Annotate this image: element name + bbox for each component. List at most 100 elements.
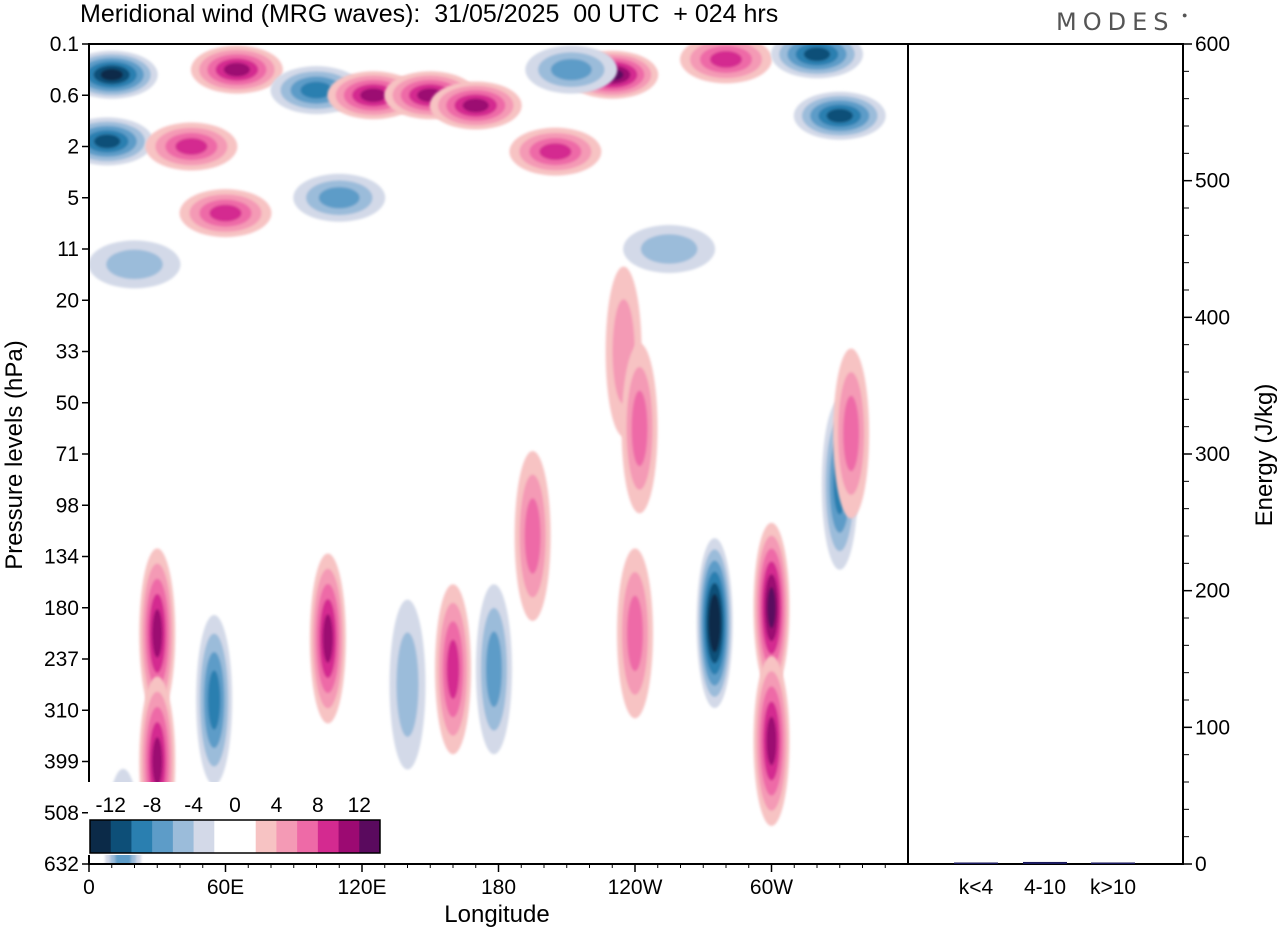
energy-category-label: k>10	[1090, 876, 1136, 899]
colorbar: -12 -8 -4 0 4 8 12	[88, 782, 382, 855]
positive-anomaly	[753, 656, 790, 826]
contour-level	[485, 631, 502, 708]
negative-anomaly	[89, 117, 154, 166]
contour-level	[843, 395, 860, 472]
contour-level	[100, 68, 123, 81]
contour-level	[631, 390, 648, 467]
y-tick-label: 0.1	[50, 33, 79, 56]
contour-level	[322, 614, 334, 663]
contour-level	[710, 51, 742, 68]
positive-anomaly	[509, 127, 602, 176]
negative-anomaly	[525, 45, 618, 94]
positive-anomaly	[145, 122, 238, 171]
negative-anomaly	[771, 44, 863, 79]
colorbar-frame	[89, 819, 381, 854]
positive-anomaly	[833, 348, 870, 519]
colorbar-swatch	[172, 820, 195, 853]
energy-tick-label: 300	[1195, 443, 1230, 466]
colorbar-label: -8	[143, 794, 162, 817]
colorbar-swatch	[276, 820, 298, 853]
energy-category-label: k<4	[959, 876, 994, 899]
contour-level	[300, 81, 333, 99]
colorbar-swatch	[297, 820, 319, 853]
colorbar-swatch	[338, 820, 360, 853]
negative-anomaly	[89, 50, 158, 99]
colorbar-label: 0	[229, 794, 241, 817]
contour-level	[710, 605, 719, 642]
colorbar-label: 4	[271, 794, 283, 817]
negative-anomaly	[196, 615, 233, 785]
positive-anomaly	[514, 451, 551, 621]
pressure-axis: 0.1 0.6 2 5 11 20 33 50 71 98 134 180 237 310 399 508 63…	[44, 33, 89, 876]
x-tick-label: 0	[83, 876, 95, 899]
y-tick-label: 20	[56, 289, 79, 312]
contour-level	[207, 670, 221, 730]
contour-level	[209, 204, 242, 222]
contour-level	[524, 498, 541, 574]
wind-field	[89, 44, 886, 864]
logo-registered-mark: ●	[1182, 10, 1188, 20]
contour-level	[767, 587, 776, 629]
energy-bars	[954, 861, 1135, 864]
contour-level	[446, 639, 460, 699]
contour-level	[318, 187, 360, 209]
negative-anomaly	[475, 584, 512, 755]
negative-anomaly	[293, 173, 386, 222]
energy-tick-label: 400	[1195, 306, 1230, 329]
y-tick-label: 180	[44, 597, 79, 620]
energy-tick-label: 500	[1195, 170, 1230, 193]
contour-level	[396, 632, 419, 737]
y-tick-label: 11	[57, 238, 79, 261]
x-tick-label: 120W	[608, 876, 663, 899]
contour-level	[94, 134, 121, 149]
contour-level	[640, 234, 698, 264]
x-axis-label: Longitude	[444, 901, 549, 928]
colorbar-swatch	[152, 820, 174, 853]
negative-anomaly	[696, 538, 733, 709]
y-tick-label: 2	[67, 136, 79, 159]
y-tick-label: 71	[56, 443, 79, 466]
positive-anomaly	[429, 81, 522, 130]
colorbar-label: 8	[312, 794, 324, 817]
x-tick-label: 180	[481, 876, 516, 899]
y-tick-label: 5	[67, 187, 79, 210]
colorbar-swatch	[110, 820, 132, 853]
contour-level	[826, 108, 853, 123]
energy-panel-frame	[907, 43, 1184, 865]
contour-level	[550, 58, 592, 81]
contour-level	[539, 143, 572, 160]
negative-anomaly	[623, 225, 716, 273]
positive-anomaly	[680, 44, 772, 84]
energy-axis: 0 100 200 300 400 500 600	[1183, 33, 1230, 876]
colorbar-label: -4	[184, 794, 203, 817]
energy-categories: k<4 4-10 k>10	[959, 876, 1136, 899]
negative-anomaly	[793, 91, 886, 140]
contour-level	[627, 595, 643, 672]
y-tick-label: 98	[56, 494, 79, 517]
negative-anomaly	[389, 599, 426, 770]
energy-tick-label: 100	[1195, 716, 1230, 739]
x-tick-label: 60W	[750, 876, 793, 899]
positive-anomaly	[309, 553, 346, 724]
x-tick-label: 60E	[207, 876, 244, 899]
energy-tick-label: 0	[1195, 853, 1207, 876]
y-tick-label: 0.6	[50, 84, 79, 107]
y-tick-label: 310	[44, 699, 79, 722]
colorbar-swatch	[235, 820, 257, 853]
y-tick-label: 237	[44, 648, 79, 671]
positive-anomaly	[435, 584, 471, 755]
positive-anomaly	[617, 548, 653, 719]
chart-title: Meridional wind (MRG waves): 31/05/2025 …	[80, 0, 779, 28]
energy-tick-label: 600	[1195, 33, 1230, 56]
energy-bar	[1023, 861, 1067, 864]
colorbar-swatch	[255, 820, 277, 853]
colorbar-label: 12	[348, 794, 371, 817]
contour-level	[175, 138, 208, 155]
contour-level	[152, 737, 163, 786]
contour-level	[766, 716, 777, 766]
colorbar-swatch	[359, 820, 381, 853]
positive-anomaly	[139, 548, 176, 719]
energy-bar	[954, 862, 998, 864]
y-tick-label: 399	[44, 751, 79, 774]
